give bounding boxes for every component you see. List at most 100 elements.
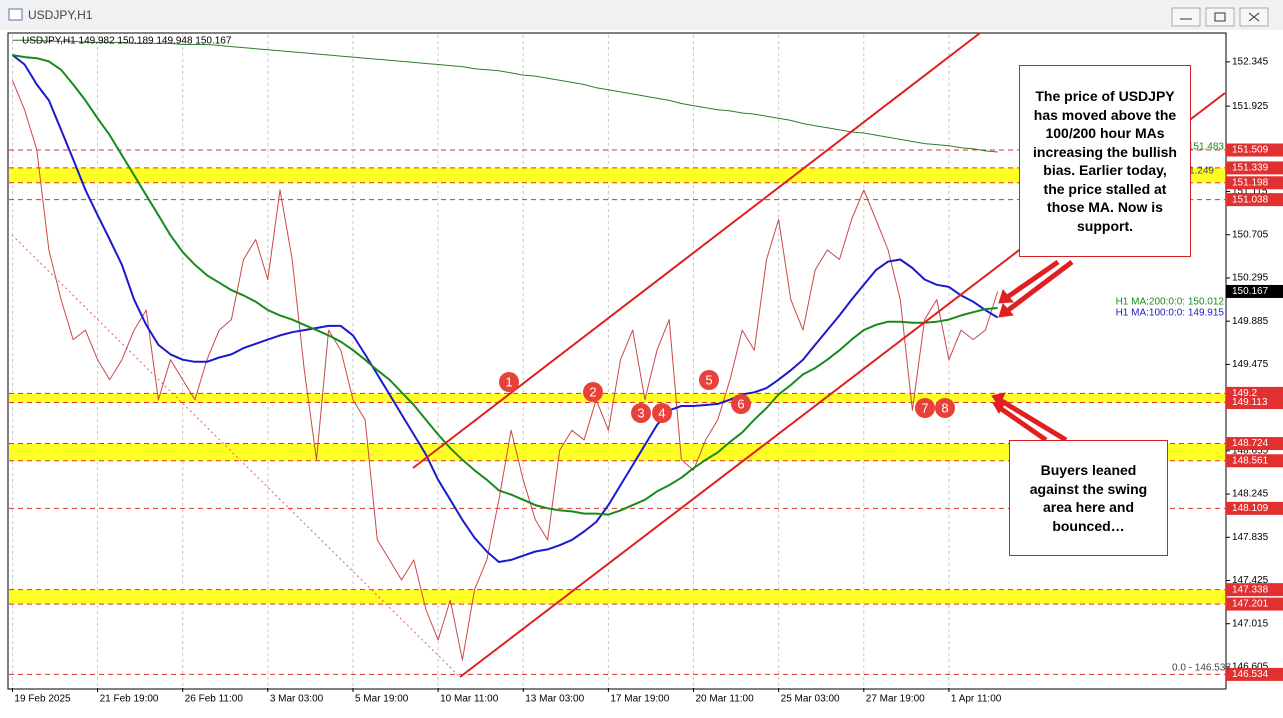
arrow-shaft [1004, 259, 1060, 301]
y-tick-label: 150.705 [1232, 229, 1269, 240]
level-note: 151.249 [1178, 166, 1215, 177]
marker-label: 3 [637, 405, 644, 420]
annotation-line: bias. Earlier today, [1043, 162, 1167, 178]
price-tag [1226, 667, 1283, 681]
price-tag [1226, 193, 1283, 207]
annotation-line: support. [1077, 217, 1133, 234]
window-icon [8, 8, 23, 21]
x-tick-label: 3 Mar 03:00 [270, 694, 324, 705]
annotation-line: has moved above the [1033, 106, 1177, 123]
marker-label: 6 [737, 396, 744, 411]
annotation-line: those MA. Now is [1047, 199, 1163, 215]
marker-label: 4 [658, 405, 665, 420]
maximize-button[interactable] [1205, 7, 1235, 27]
x-tick-label: 10 Mar 11:00 [440, 694, 499, 705]
series-line [11, 80, 999, 661]
price-tag-label: 151.339 [1232, 163, 1269, 174]
y-tick-label: 149.475 [1232, 359, 1269, 370]
marker-label: 2 [589, 384, 596, 399]
zone [9, 167, 1225, 183]
marker-label: 5 [705, 372, 712, 387]
price-tag [1226, 501, 1283, 515]
x-tick-label: 27 Mar 19:00 [866, 694, 925, 705]
series-line [12, 39, 998, 153]
price-tag [1226, 284, 1283, 298]
x-tick-label: 5 Mar 19:00 [355, 694, 409, 705]
price-tag-label: 147.338 [1232, 584, 1269, 595]
marker-circle [652, 403, 672, 423]
marker-label: 1 [505, 374, 512, 389]
arrow-shaft [998, 405, 1048, 443]
y-tick-label: 150.295 [1232, 273, 1269, 284]
ma200-label: H1 MA:200:0:0: 150.012 [1116, 297, 1225, 308]
arrow-head [991, 392, 1006, 407]
y-tick-label: 148.245 [1232, 489, 1269, 500]
ma-long-label: 151.483 [1188, 142, 1225, 153]
annotation-line: against the swing [1029, 480, 1148, 497]
maximize-icon [1214, 12, 1226, 22]
price-tag-label: 148.561 [1232, 455, 1269, 466]
price-tag-label: 147.201 [1232, 599, 1269, 610]
price-tag-label: 146.534 [1232, 669, 1269, 680]
annotation-line: increasing the bullish [1033, 143, 1177, 160]
x-tick-label: 21 Feb 19:00 [100, 694, 159, 705]
y-tick-label: 147.835 [1232, 532, 1269, 543]
series-line [11, 54, 999, 563]
x-tick-label: 19 Feb 2025 [14, 694, 71, 705]
zone [9, 589, 1225, 605]
arrows [991, 259, 1074, 443]
x-tick-label: 1 Apr 11:00 [951, 694, 1002, 705]
x-tick-label: 17 Mar 19:00 [610, 694, 669, 705]
annotation-line: the price stalled at [1043, 180, 1167, 197]
y-tick-label: 151.115 [1232, 186, 1268, 197]
arrow-head [992, 400, 1007, 414]
arrow-shaft [998, 397, 1068, 443]
annotation-box: The price of USDJPY has moved above the … [1019, 65, 1191, 257]
annotation-line: area here and [1042, 499, 1135, 515]
price-tag [1226, 161, 1283, 175]
price-tag-label: 151.509 [1232, 145, 1269, 156]
price-tag [1226, 437, 1283, 451]
marker-label: 7 [921, 400, 928, 415]
y-tick-label: 152.345 [1232, 57, 1269, 68]
arrow-head [998, 288, 1015, 304]
y-tick-label: 148.655 [1232, 445, 1269, 456]
annotation-line: bounced… [1052, 517, 1125, 534]
x-tick-label: 26 Feb 11:00 [185, 694, 244, 705]
marker-circle [583, 382, 603, 402]
zone [9, 443, 1225, 461]
minimize-button[interactable] [1171, 7, 1201, 27]
close-icon [1248, 12, 1260, 22]
y-tick-label: 149.885 [1232, 316, 1269, 327]
annotation-box: Buyers leaned against the swing area her… [1009, 440, 1168, 556]
title-bar [0, 0, 1283, 30]
channel-upper [412, 32, 981, 469]
annotation-line: Buyers leaned [1040, 462, 1137, 478]
fib-label: 0.0 - 146.537 [1172, 663, 1231, 674]
price-tag [1226, 583, 1283, 597]
marker-circle [935, 398, 955, 418]
y-tick-label: 146.605 [1232, 662, 1269, 673]
arrow-shaft [1005, 260, 1074, 313]
annotation-line: The price of USDJPY [1035, 88, 1175, 104]
price-tag [1226, 454, 1283, 468]
marker-circle [499, 372, 519, 392]
x-tick-label: 13 Mar 03:00 [525, 694, 584, 705]
annotation-line: 100/200 hour MAs [1045, 125, 1165, 141]
marker-circle [731, 394, 751, 414]
marker-label: 8 [941, 400, 948, 415]
window-title: USDJPY,H1 [28, 8, 93, 22]
price-tag-label: 148.109 [1232, 503, 1269, 514]
marker-circle [699, 370, 719, 390]
price-tag-label: 150.167 [1232, 286, 1269, 297]
price-tag [1226, 396, 1283, 410]
price-tag [1226, 143, 1283, 157]
marker-circle [915, 398, 935, 418]
ma100-label: H1 MA:100:0:0: 149.915 [1116, 308, 1225, 319]
marker-circle [631, 403, 651, 423]
series-line [12, 54, 998, 516]
price-tag-label: 151.038 [1232, 194, 1269, 205]
zone [9, 393, 1225, 403]
